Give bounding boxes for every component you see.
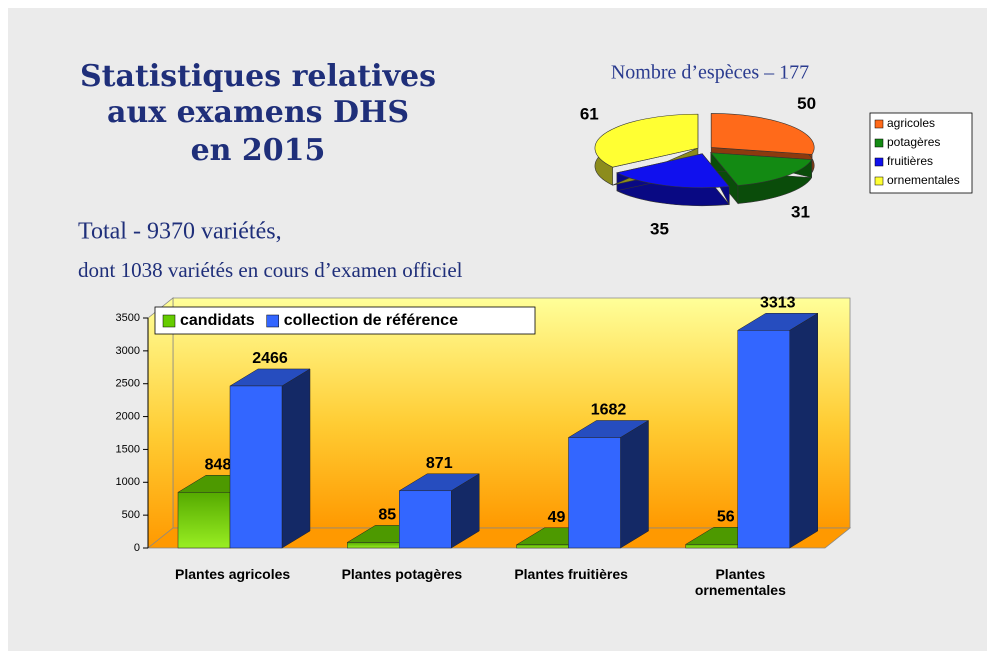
data-label: 871: [426, 455, 453, 472]
y-tick-label: 500: [122, 509, 140, 521]
x-tick-label: Plantes agricoles: [175, 566, 291, 582]
bar: [347, 542, 400, 549]
bar: [399, 490, 452, 549]
data-label: 56: [717, 509, 735, 526]
legend-swatch: [874, 119, 884, 129]
data-label: 31: [791, 203, 810, 222]
title-line: aux examens DHS: [107, 95, 409, 130]
y-tick-label: 0: [134, 542, 140, 554]
total-text: Total - 9370 variétés,: [78, 219, 282, 245]
legend-label: fruitières: [887, 154, 933, 168]
legend-box: [154, 306, 536, 335]
data-label: 1682: [591, 402, 627, 419]
legend-label: ornementales: [887, 173, 960, 187]
y-tick-label: 2500: [116, 378, 140, 390]
legend-label: agricoles: [887, 116, 935, 130]
data-label: 2466: [252, 350, 288, 367]
y-tick-label: 1500: [116, 443, 140, 455]
pie-slice: [615, 153, 730, 189]
y-tick-label: 3000: [116, 345, 140, 357]
y-tick-label: 1000: [116, 476, 140, 488]
data-label: 35: [650, 219, 669, 238]
bar: [229, 385, 283, 549]
bar: [737, 330, 790, 549]
legend-swatch: [874, 138, 884, 148]
title-line: en 2015: [191, 133, 326, 168]
legend-swatch: [874, 157, 884, 167]
bar-side: [281, 368, 311, 549]
pie-slice: [710, 152, 813, 186]
data-label: 50: [797, 94, 816, 113]
bar-side: [789, 312, 818, 549]
x-tick-label: Plantes ornementales: [694, 566, 786, 598]
legend-swatch: [162, 314, 176, 328]
bar: [568, 437, 621, 549]
detail-text: dont 1038 variétés en cours d’examen off…: [78, 258, 463, 282]
data-label: 61: [580, 105, 599, 124]
data-label: 3313: [760, 295, 796, 312]
legend-label: candidats: [180, 312, 255, 329]
x-tick-label: Plantes fruitières: [514, 566, 628, 582]
bar-side: [620, 420, 649, 549]
bar: [516, 544, 569, 549]
data-label: 848: [205, 456, 232, 473]
bar: [685, 544, 738, 549]
data-label: 49: [548, 509, 566, 526]
legend-label: potagères: [887, 135, 940, 149]
pie-slice: [710, 113, 815, 155]
legend-label: collection de référence: [284, 312, 458, 329]
title-line: Statistiques relatives: [80, 59, 436, 94]
pie-slice: [594, 113, 699, 168]
x-tick-label: Plantes potagères: [341, 566, 463, 582]
y-tick-label: 2000: [116, 410, 140, 422]
legend-swatch: [266, 314, 279, 328]
data-label: 85: [378, 507, 396, 524]
y-tick-label: 3500: [116, 312, 140, 324]
side-wall: [147, 297, 174, 549]
bar: [177, 492, 231, 549]
legend-swatch: [874, 176, 884, 186]
pie-title: Nombre d’espèces – 177: [611, 62, 809, 84]
legend-box: [869, 112, 973, 194]
